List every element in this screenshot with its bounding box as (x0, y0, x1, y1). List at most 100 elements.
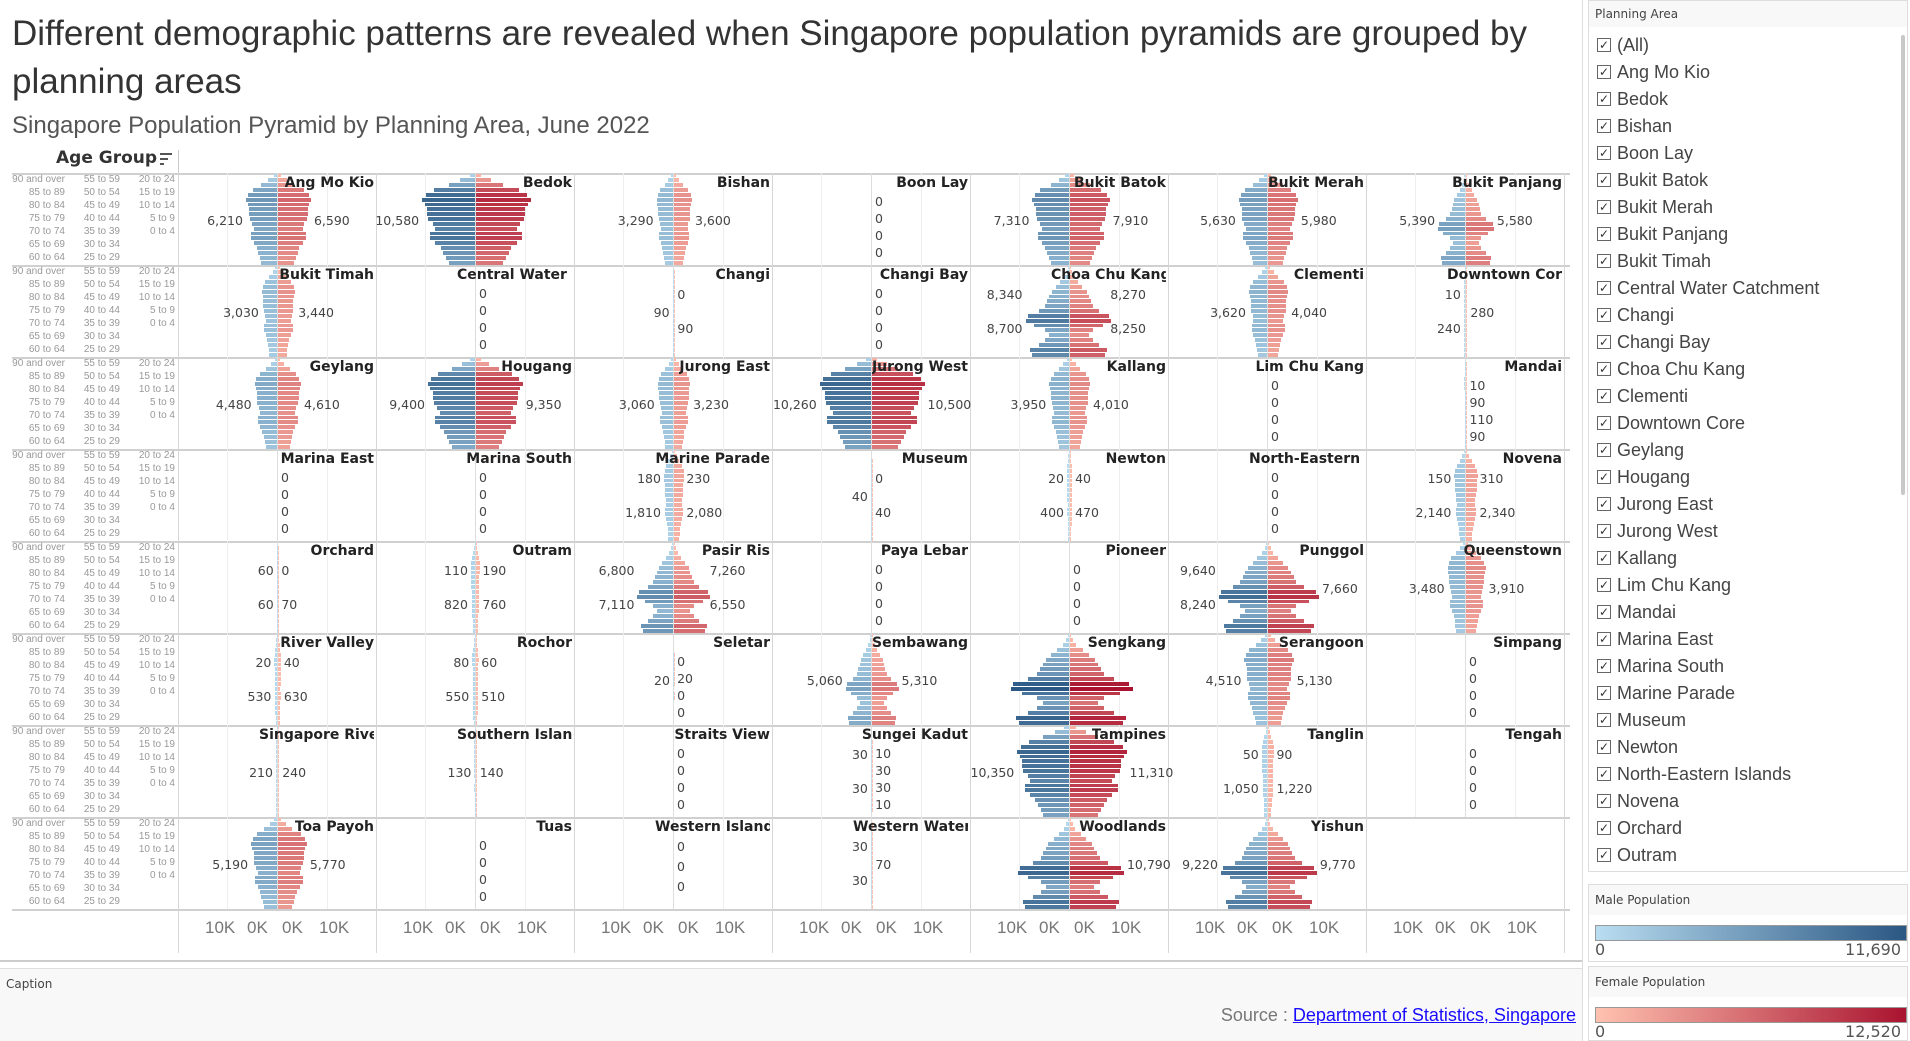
male-bar[interactable] (276, 812, 277, 817)
male-bar[interactable] (853, 677, 871, 681)
male-bar[interactable] (1067, 512, 1069, 517)
male-bar[interactable] (276, 638, 277, 643)
male-bar[interactable] (1050, 376, 1069, 381)
male-bar[interactable] (1045, 657, 1069, 662)
female-bar[interactable] (278, 691, 281, 696)
female-bar[interactable] (872, 652, 880, 657)
female-bar[interactable] (1070, 309, 1099, 313)
male-bar[interactable] (1010, 686, 1069, 691)
female-bar[interactable] (476, 580, 480, 585)
female-bar[interactable] (1466, 575, 1484, 580)
female-bar[interactable] (1268, 318, 1284, 323)
male-bar[interactable] (471, 556, 475, 560)
female-bar[interactable] (1268, 802, 1272, 807)
male-bar[interactable] (276, 735, 277, 740)
female-bar[interactable] (1466, 464, 1476, 468)
checkbox-checked-icon[interactable]: ✓ (1597, 767, 1611, 781)
female-bar[interactable] (278, 197, 311, 202)
male-bar[interactable] (474, 759, 475, 764)
male-bar[interactable] (249, 207, 277, 212)
male-bar[interactable] (428, 217, 475, 221)
male-bar[interactable] (256, 246, 277, 251)
male-bar[interactable] (1252, 706, 1267, 711)
male-bar[interactable] (275, 701, 277, 706)
male-bar[interactable] (1035, 192, 1069, 197)
female-bar[interactable] (1268, 677, 1291, 681)
male-bar[interactable] (1019, 720, 1069, 725)
female-bar[interactable] (476, 226, 517, 231)
female-bar[interactable] (278, 270, 283, 275)
female-bar[interactable] (1466, 381, 1467, 386)
female-bar[interactable] (872, 444, 899, 449)
checkbox-checked-icon[interactable]: ✓ (1597, 389, 1611, 403)
male-bar[interactable] (256, 396, 277, 401)
female-bar[interactable] (1070, 725, 1076, 730)
female-bar[interactable] (1268, 231, 1294, 236)
female-bar[interactable] (1466, 459, 1472, 464)
female-bar[interactable] (674, 246, 686, 251)
male-bar[interactable] (261, 289, 277, 294)
male-bar[interactable] (1226, 628, 1267, 633)
female-bar[interactable] (1070, 836, 1087, 841)
female-bar[interactable] (1268, 221, 1292, 226)
female-bar[interactable] (1466, 507, 1476, 512)
male-bar[interactable] (264, 323, 277, 328)
male-bar[interactable] (265, 367, 277, 372)
male-bar[interactable] (1220, 870, 1267, 875)
female-bar[interactable] (278, 894, 296, 899)
female-bar[interactable] (278, 783, 280, 788)
female-bar[interactable] (1466, 202, 1479, 207)
female-bar[interactable] (1466, 338, 1467, 343)
female-bar[interactable] (1268, 846, 1290, 851)
female-bar[interactable] (1268, 817, 1269, 822)
female-bar[interactable] (476, 197, 531, 202)
female-bar[interactable] (278, 376, 300, 381)
male-bar[interactable] (264, 827, 277, 832)
female-bar[interactable] (476, 788, 477, 793)
male-bar[interactable] (666, 517, 673, 522)
female-bar[interactable] (674, 391, 689, 396)
male-bar[interactable] (1067, 468, 1069, 473)
male-bar[interactable] (1066, 638, 1069, 643)
male-bar[interactable] (460, 178, 475, 183)
female-bar[interactable] (1268, 769, 1274, 773)
female-bar[interactable] (1268, 861, 1303, 865)
female-bar[interactable] (278, 289, 296, 294)
male-bar[interactable] (1050, 183, 1069, 188)
male-bar[interactable] (857, 706, 871, 711)
male-bar[interactable] (1245, 188, 1267, 192)
female-bar[interactable] (674, 507, 683, 512)
male-bar[interactable] (274, 662, 277, 667)
female-bar[interactable] (1268, 865, 1315, 870)
male-bar[interactable] (1448, 560, 1465, 565)
female-bar[interactable] (1466, 188, 1472, 192)
male-bar[interactable] (1240, 192, 1267, 197)
male-bar[interactable] (869, 638, 871, 643)
checkbox-checked-icon[interactable]: ✓ (1597, 362, 1611, 376)
male-bar[interactable] (1053, 836, 1069, 841)
female-bar[interactable] (674, 178, 680, 183)
male-bar[interactable] (657, 609, 673, 614)
male-bar[interactable] (1454, 473, 1465, 478)
female-bar[interactable] (1070, 342, 1099, 347)
male-bar[interactable] (1253, 710, 1267, 715)
female-bar[interactable] (674, 570, 691, 575)
male-bar[interactable] (428, 381, 475, 386)
male-bar[interactable] (669, 551, 673, 556)
male-bar[interactable] (276, 754, 277, 759)
female-bar[interactable] (1070, 861, 1108, 865)
male-bar[interactable] (1443, 231, 1465, 236)
male-bar[interactable] (254, 880, 277, 885)
male-bar[interactable] (433, 188, 475, 192)
male-bar[interactable] (1450, 246, 1465, 251)
male-bar[interactable] (1047, 299, 1069, 304)
male-bar[interactable] (473, 546, 475, 551)
female-bar[interactable] (278, 851, 304, 856)
male-bar[interactable] (262, 899, 277, 904)
male-bar[interactable] (1262, 759, 1267, 764)
female-bar[interactable] (278, 749, 280, 754)
female-bar[interactable] (1070, 202, 1108, 207)
male-bar[interactable] (264, 904, 277, 909)
male-bar[interactable] (1264, 735, 1267, 740)
female-bar[interactable] (1268, 783, 1274, 788)
